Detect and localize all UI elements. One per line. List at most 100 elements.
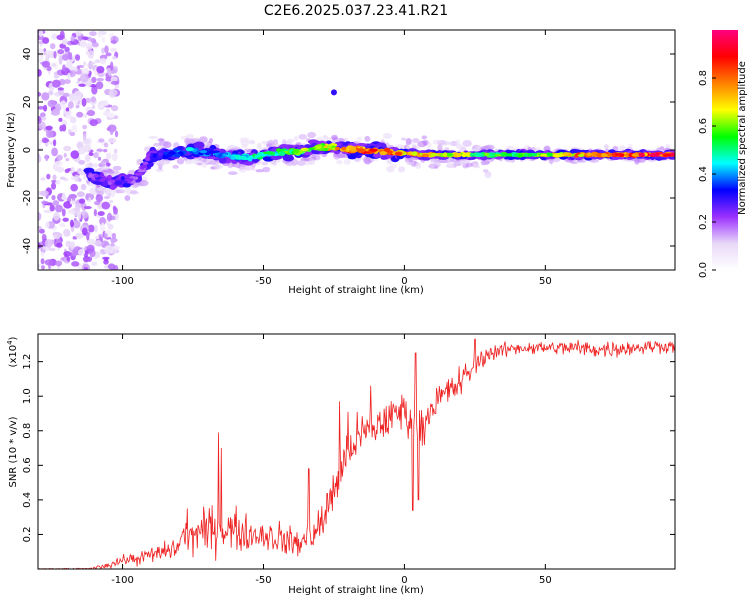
spectrogram-noise-blob [53,71,58,76]
spectrogram-core [383,147,391,153]
spectrogram-halo [194,157,200,164]
spectrogram-halo [307,131,316,139]
spectrogram-halo [262,166,271,173]
colorbar-ticks: 0.0 0.2 0.4 0.6 0.8 [698,70,716,278]
spectrogram-noise-blob [87,62,94,69]
spectrogram-noise-blob [92,105,96,109]
snr-y-tick-label: 1.0 [22,388,33,404]
spectrogram-noise-blob [101,101,109,107]
spectrogram-noise-blob [106,212,113,222]
spectrogram-band [193,141,205,150]
spectrogram-halo [397,166,406,173]
spectrogram-x-tick-label: 0 [401,276,407,287]
spectrogram-noise-blob [81,227,88,236]
spectrogram-noise-blob [41,265,46,270]
spectrogram-noise-blob [39,112,46,118]
spectrogram-noise-blob [83,61,87,66]
spectrogram-core [606,152,613,157]
snr-panel: -100 -50 0 50 0.2 0.4 0.6 0.8 1.0 1.2 Height of … [6,333,676,596]
spectrogram-halo [228,171,238,176]
spectrogram-noise-blob [64,79,71,84]
snr-y-label: SNR (10 * v/v) [8,416,19,487]
spectrogram-noise-blob [59,30,65,39]
spectrogram-noise-blob [65,107,70,112]
spectrogram-noise-blob [91,85,98,95]
spectrogram-noise-blob [112,205,117,211]
spectrogram-noise-blob [99,217,107,226]
spectrogram-noise-blob [41,92,50,101]
spectrogram-noise-blob [57,49,65,55]
snr-x-axis: -100 -50 0 50 [111,334,552,586]
spectrogram-noise-blob [97,156,102,161]
spectrogram-noise-blob [53,212,60,221]
spectrogram-noise-blob [70,35,75,42]
spectrogram-halo [426,142,432,149]
spectrogram-noise-blob [91,76,97,84]
spectrogram-band [122,183,131,188]
spectrogram-noise-blob [74,202,82,212]
spectrogram-core [469,152,476,157]
spectrogram-halo [462,140,472,147]
spectrogram-core [142,161,149,166]
spectrogram-noise-blob [48,90,54,96]
spectrogram-halo [412,138,420,143]
spectrogram-noise-blob [94,59,101,64]
spectrogram-noise-blob [75,232,84,239]
spectrogram-noise-blob [111,232,117,240]
spectrogram-halo [308,158,316,165]
spectrogram-noise-blob [110,47,117,53]
spectrogram-noise-blob [53,75,60,79]
spectrogram-core [369,148,378,152]
spectrogram-noise-blob [57,87,65,91]
spectrogram-core [631,153,640,157]
spectrogram-noise-blob [70,183,79,192]
spectrogram-core [545,152,553,157]
spectrogram-noise-blob [41,116,47,121]
spectrogram-noise-blob [66,60,73,68]
spectrogram-core [238,155,247,160]
spectrogram-halo [382,133,392,139]
spectrogram-halo [156,162,165,167]
spectrogram-noise-blob [75,54,81,61]
spectrogram-core [586,152,592,157]
snr-y-axis: 0.2 0.4 0.6 0.8 1.0 1.2 [22,354,675,542]
spectrogram-core [483,152,490,157]
spectrogram-noise-blob [78,178,82,182]
spectrogram-core [101,181,109,187]
spectrogram-noise-blob [61,54,69,61]
spectrogram-halo [455,139,461,147]
spectrogram-noise-blob [56,242,63,248]
snr-y-tick-label: 0.6 [22,457,33,473]
spectrogram-noise-blob [69,132,76,137]
spectrogram-noise-blob [44,239,53,248]
spectrogram-core [411,151,418,156]
spectrogram-halo [84,162,94,168]
spectrogram-noise-blob [96,77,105,82]
spectrogram-noise-blob [38,228,45,234]
spectrogram-noise-blob [69,241,76,250]
spectrogram-noise-blob [86,111,94,116]
spectrogram-halo [298,133,307,140]
spectrogram-noise-blob [42,37,50,44]
spectrogram-noise-blob [111,105,119,112]
spectrogram-halo [282,139,287,146]
spectrogram-core [562,152,569,156]
spectrogram-noise-blob [52,139,57,147]
spectrogram-halo [619,145,626,152]
spectrogram-core [93,174,100,178]
spectrogram-halo [480,159,487,166]
spectrogram-halo [157,138,165,142]
spectrogram-core [648,153,657,157]
spectrogram-halo [603,144,609,150]
spectrogram-noise-blob [80,73,89,83]
spectrogram-core [474,152,484,158]
spectrogram-noise-blob [107,263,116,270]
spectrogram-noise-blob [114,130,119,138]
spectrogram-core [120,176,125,181]
spectrogram-x-tick-label: -100 [111,276,134,287]
spectrogram-y-tick-label: -20 [22,190,33,206]
spectrogram-core [254,154,261,158]
spectrogram-noise-blob [84,154,91,163]
spectrogram-core [591,152,598,156]
spectrogram-noise-blob [82,144,92,153]
